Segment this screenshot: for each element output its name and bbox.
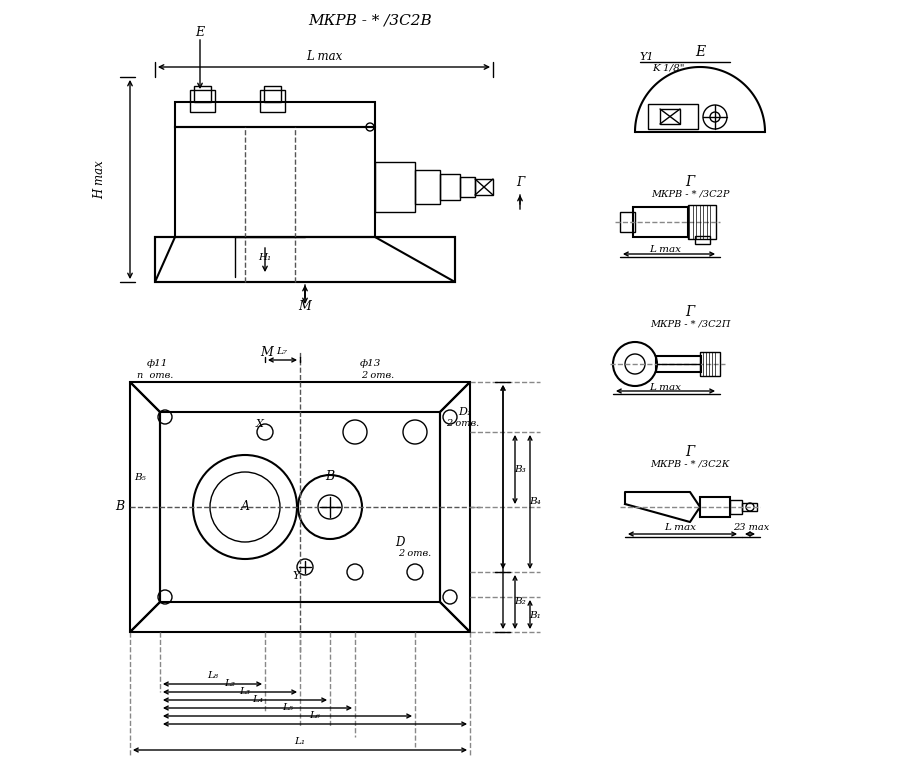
Polygon shape [625,492,700,522]
Text: B: B [115,500,124,513]
Bar [742,503,757,511]
Text: Г: Г [686,305,695,319]
Text: E: E [695,45,705,59]
Bar [155,237,455,282]
Text: Г: Г [686,445,695,459]
Bar [700,497,730,517]
Text: L max: L max [649,382,681,391]
Text: B₁: B₁ [529,611,541,619]
Bar [375,162,415,212]
Text: L max: L max [649,245,681,255]
Bar [415,170,440,204]
Bar [475,179,493,195]
Bar [700,352,720,376]
Text: Y: Y [292,571,300,581]
Text: A: A [240,500,249,513]
Text: H₁: H₁ [258,252,272,262]
Text: L₆: L₆ [310,712,320,720]
Text: ф13: ф13 [359,360,381,368]
Text: K 1/8": K 1/8" [652,63,684,73]
Text: B: B [326,470,335,483]
Text: M: M [261,346,274,358]
Bar [648,104,698,129]
Bar [130,382,470,632]
Text: L₇: L₇ [276,347,287,357]
Text: МКРВ - * /3С2В: МКРВ - * /3С2В [308,13,432,27]
Text: L₅: L₅ [283,703,293,713]
Text: B₄: B₄ [529,497,541,506]
Text: L₂: L₂ [224,679,236,689]
Text: H max: H max [94,161,106,199]
Bar [660,109,680,124]
Text: L₃: L₃ [239,688,250,696]
Text: 2 отв.: 2 отв. [446,419,480,428]
Bar [695,236,710,244]
Text: X: X [256,419,264,429]
Text: D₁: D₁ [458,407,472,417]
Bar [260,90,285,112]
Bar [190,90,215,112]
Bar [175,102,375,127]
Bar [194,86,211,102]
Bar [730,500,742,514]
Text: L max: L max [664,523,696,531]
Text: L₈: L₈ [208,672,219,680]
Bar [656,356,701,372]
Text: B₂: B₂ [514,598,526,607]
Bar [155,237,455,282]
Bar [460,177,475,197]
Bar [688,205,716,239]
Text: МКРВ - * /3С2П: МКРВ - * /3С2П [650,320,730,329]
Text: 23 max: 23 max [733,523,770,531]
Bar [633,207,688,237]
Text: L max: L max [306,50,342,63]
Text: 2 отв.: 2 отв. [399,550,432,558]
Bar [175,127,375,237]
Bar [160,412,440,602]
Text: L₁: L₁ [294,737,305,747]
Text: B₃: B₃ [514,466,526,475]
Text: Г: Г [686,175,695,189]
Text: L₄: L₄ [253,696,264,705]
Text: E: E [195,25,204,39]
Text: M: M [299,300,311,313]
Bar [620,212,635,232]
Text: МКРВ - * /3С2К: МКРВ - * /3С2К [651,459,730,469]
Text: ф11: ф11 [147,360,167,368]
Text: Г: Г [516,175,524,188]
Bar [440,174,460,200]
Text: Y1: Y1 [640,52,654,62]
Text: 2 отв.: 2 отв. [362,371,394,381]
Text: D: D [395,536,405,548]
Text: n  отв.: n отв. [137,371,173,381]
Bar [264,86,281,102]
Text: B₅: B₅ [134,472,146,482]
Text: МКРВ - * /3С2Р: МКРВ - * /3С2Р [651,189,729,198]
